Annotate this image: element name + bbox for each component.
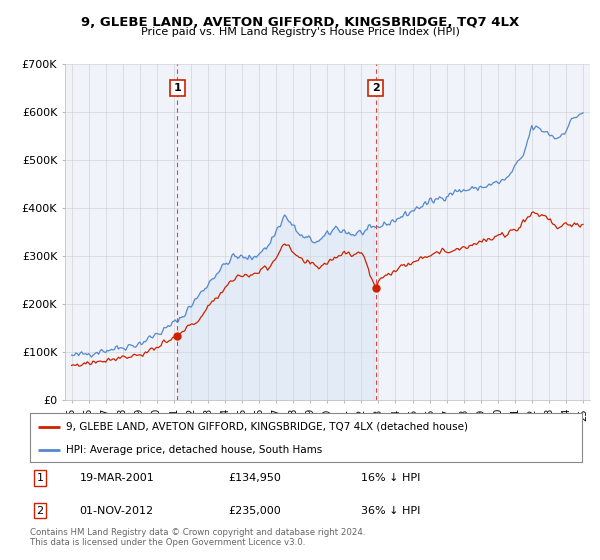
Text: Contains HM Land Registry data © Crown copyright and database right 2024.
This d: Contains HM Land Registry data © Crown c… (30, 528, 365, 547)
Text: 01-NOV-2012: 01-NOV-2012 (80, 506, 154, 516)
Text: 2: 2 (371, 83, 379, 93)
Text: £134,950: £134,950 (229, 473, 281, 483)
Text: 1: 1 (173, 83, 181, 93)
Text: Price paid vs. HM Land Registry's House Price Index (HPI): Price paid vs. HM Land Registry's House … (140, 27, 460, 37)
Text: 19-MAR-2001: 19-MAR-2001 (80, 473, 154, 483)
Text: 1: 1 (37, 473, 43, 483)
Text: HPI: Average price, detached house, South Hams: HPI: Average price, detached house, Sout… (66, 445, 322, 455)
Text: 9, GLEBE LAND, AVETON GIFFORD, KINGSBRIDGE, TQ7 4LX: 9, GLEBE LAND, AVETON GIFFORD, KINGSBRID… (81, 16, 519, 29)
Text: 9, GLEBE LAND, AVETON GIFFORD, KINGSBRIDGE, TQ7 4LX (detached house): 9, GLEBE LAND, AVETON GIFFORD, KINGSBRID… (66, 422, 468, 432)
Text: 16% ↓ HPI: 16% ↓ HPI (361, 473, 421, 483)
Text: £235,000: £235,000 (229, 506, 281, 516)
Text: 2: 2 (37, 506, 43, 516)
Text: 36% ↓ HPI: 36% ↓ HPI (361, 506, 421, 516)
